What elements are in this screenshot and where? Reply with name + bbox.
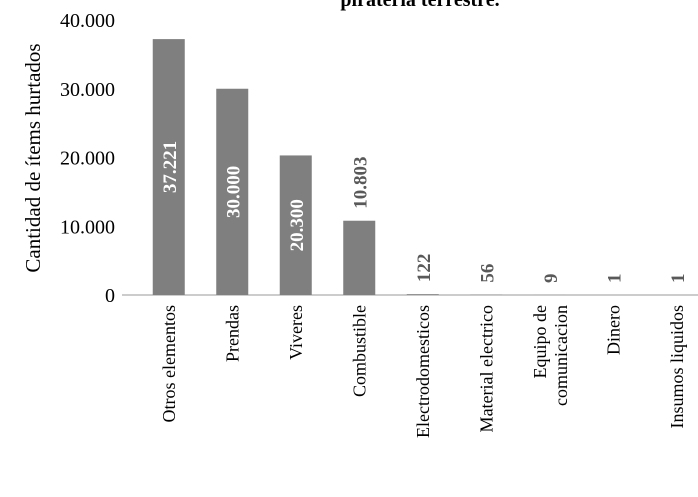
bar: [406, 294, 439, 295]
y-tick-label: 20.000: [60, 148, 115, 170]
value-label: 122: [414, 254, 435, 283]
value-label: 10.803: [350, 156, 371, 208]
x-tick-label: Viveres: [286, 305, 306, 360]
x-tick-label: Combustible: [349, 305, 369, 397]
value-label: 9: [541, 273, 562, 283]
bar: [279, 155, 312, 295]
value-label: 1: [604, 273, 625, 283]
y-tick-label: 10.000: [60, 216, 115, 238]
bar: [216, 88, 249, 295]
y-tick-label: 0: [105, 285, 115, 307]
value-label: 1: [668, 273, 689, 283]
x-tick-label: Equipo decomunicacion: [530, 305, 571, 406]
y-axis-label: Cantidad de ítems hurtados: [21, 43, 45, 272]
x-tick-label: Prendas: [222, 305, 242, 362]
value-label: 37.221: [160, 141, 181, 193]
x-tick-label: Otros elementos: [159, 305, 179, 422]
value-label: 20.300: [287, 199, 308, 251]
value-label: 30.000: [223, 166, 244, 218]
chart-title: piratería terrestre.: [340, 0, 499, 11]
bar: [152, 39, 185, 296]
y-tick-label: 40.000: [60, 10, 115, 32]
bar: [343, 220, 376, 295]
y-tick-label: 30.000: [60, 79, 115, 101]
value-label: 56: [477, 264, 498, 283]
x-tick-label: Dinero: [603, 305, 623, 355]
x-tick-label: Material electrico: [476, 305, 496, 432]
x-tick-label: Electrodomesticos: [413, 305, 433, 438]
x-tick-label: Insumos liquidos: [667, 305, 687, 429]
